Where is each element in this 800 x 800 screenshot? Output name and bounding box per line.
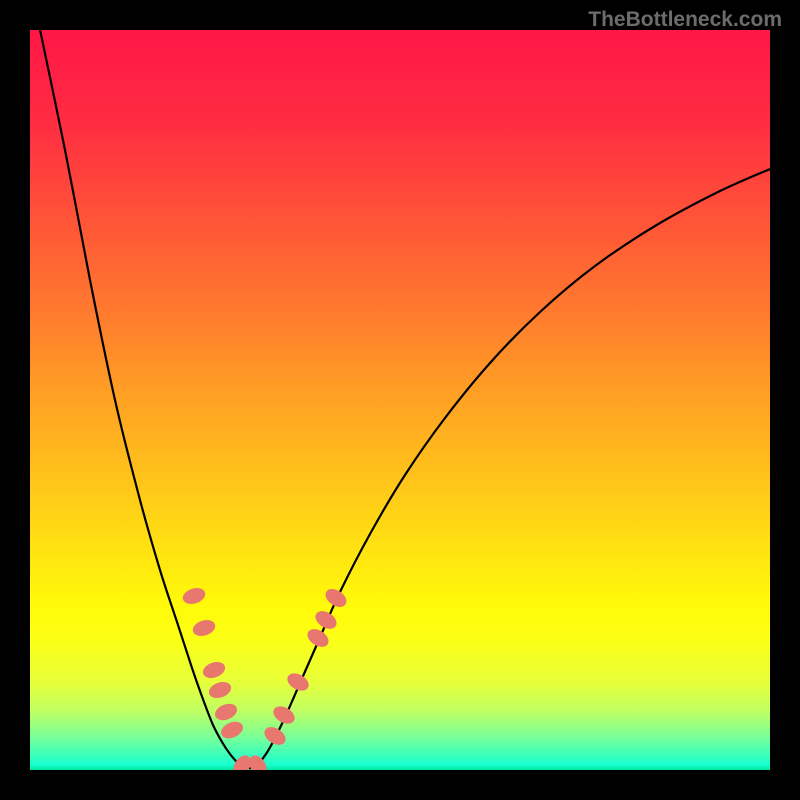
curve-marker [305,626,331,650]
curve-markers [181,586,349,770]
curve-marker [207,680,232,701]
bottleneck-curve [38,30,770,768]
curve-marker [201,660,226,681]
curve-marker [271,703,297,726]
curve-overlay [30,30,770,770]
curve-marker [323,586,349,610]
curve-marker [181,586,206,606]
curve-marker [219,719,245,741]
curve-marker [191,618,216,638]
chart-container [30,30,770,770]
curve-marker [285,670,311,693]
curve-marker [213,701,239,722]
curve-marker [313,608,339,632]
curve-marker [262,724,288,748]
watermark-text: TheBottleneck.com [588,8,782,32]
